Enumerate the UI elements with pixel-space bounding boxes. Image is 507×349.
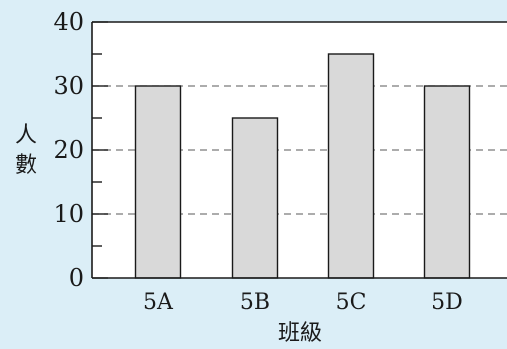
x-axis-title: 班級 bbox=[278, 321, 322, 346]
y-axis-title-char-1: 人 bbox=[15, 123, 37, 148]
bar-5c bbox=[327, 53, 375, 279]
y-tick-label: 10 bbox=[53, 200, 84, 228]
bar-5a bbox=[134, 85, 182, 279]
x-tick-label: 5A bbox=[143, 290, 174, 315]
y-tick-label: 30 bbox=[53, 72, 84, 100]
x-tick-label: 5D bbox=[431, 290, 463, 315]
bars bbox=[134, 53, 471, 279]
x-tick-label: 5C bbox=[336, 290, 367, 315]
y-axis-title-char-2: 數 bbox=[15, 153, 37, 178]
y-tick-label: 20 bbox=[53, 136, 84, 164]
y-tick-label: 0 bbox=[69, 264, 84, 292]
grid-lines bbox=[92, 21, 507, 215]
bar-5d bbox=[423, 85, 471, 279]
x-tick-labels: 5A 5B 5C 5D bbox=[143, 290, 463, 315]
x-tick-label: 5B bbox=[240, 290, 270, 315]
y-ticks: 0 10 20 30 40 bbox=[53, 8, 108, 292]
y-tick-label: 40 bbox=[53, 8, 84, 36]
bar-5b bbox=[231, 117, 279, 279]
